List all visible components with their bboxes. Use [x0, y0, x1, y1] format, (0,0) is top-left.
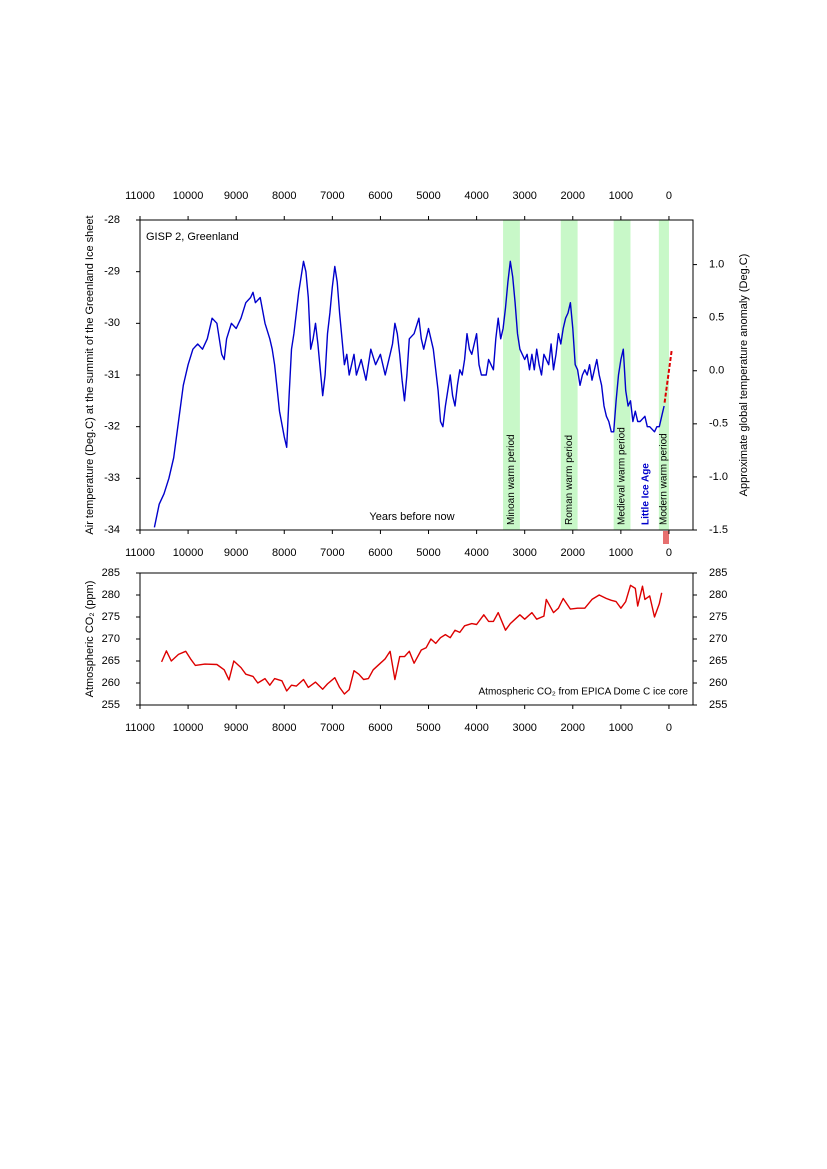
x-tick-label-top: 2000 [561, 190, 585, 202]
data-line [663, 349, 673, 403]
y2-tick-label: 285 [709, 567, 727, 579]
x-tick-label: 10000 [173, 722, 204, 734]
y-tick-label: 265 [102, 655, 120, 667]
x-tick-label: 1000 [609, 547, 633, 559]
x-tick-label: 7000 [320, 547, 344, 559]
modern-marker [663, 531, 669, 544]
x-tick-label: 6000 [368, 722, 392, 734]
x-tick-label: 10000 [173, 547, 204, 559]
x-tick-label: 1000 [609, 722, 633, 734]
y2-tick-label: 0.0 [709, 365, 724, 377]
y2-tick-label: 255 [709, 699, 727, 711]
x-tick-label: 11000 [125, 722, 155, 734]
x-tick-label: 9000 [224, 547, 248, 559]
y-axis-label: Air temperature (Deg.C) at the summit of… [84, 215, 96, 534]
y2-tick-label: 260 [709, 677, 727, 689]
x-tick-label-top: 3000 [512, 190, 536, 202]
y2-tick-label: 275 [709, 611, 727, 623]
y-tick-label: -29 [104, 266, 120, 278]
x-tick-label: 5000 [416, 722, 440, 734]
band-label: Roman warm period [564, 435, 575, 525]
y-tick-label: -32 [104, 421, 120, 433]
y-tick-label: 270 [102, 633, 120, 645]
warm-band [613, 220, 631, 530]
band-label: Medieval warm period [617, 427, 628, 525]
x-tick-label: 3000 [512, 722, 536, 734]
y-tick-label: -28 [104, 214, 120, 226]
x-tick-label: 2000 [561, 722, 585, 734]
x-tick-label: 8000 [272, 722, 296, 734]
annotation: Little Ice Age [641, 463, 652, 525]
y2-tick-label: -1.0 [709, 471, 728, 483]
x-tick-label: 8000 [272, 547, 296, 559]
x-tick-label: 2000 [561, 547, 585, 559]
y2-tick-label: 265 [709, 655, 727, 667]
y-axis-label: Atmospheric CO₂ (ppm) [84, 581, 96, 698]
x-tick-label-top: 5000 [416, 190, 440, 202]
y2-tick-label: 270 [709, 633, 727, 645]
y2-tick-label: -1.5 [709, 524, 728, 536]
y2-tick-label: 280 [709, 589, 727, 601]
annotation: Atmospheric CO₂ from EPICA Dome C ice co… [479, 687, 689, 698]
x-tick-label: 5000 [416, 547, 440, 559]
y-tick-label: -33 [104, 472, 120, 484]
chart-title: GISP 2, Greenland [146, 231, 239, 243]
y-tick-label: -34 [104, 524, 120, 536]
y2-tick-label: 1.0 [709, 258, 724, 270]
y-tick-label: 285 [102, 567, 120, 579]
warm-band [560, 220, 578, 530]
x-tick-label: 7000 [320, 722, 344, 734]
band-label: Modern warm period [659, 433, 670, 525]
bands [503, 220, 669, 530]
warm-band [503, 220, 520, 530]
y2-axis-label: Approximate global temperature anomaly (… [738, 254, 750, 497]
x-tick-label: 3000 [512, 547, 536, 559]
y-tick-label: 255 [102, 699, 120, 711]
x-tick-label-top: 11000 [125, 190, 155, 202]
x-tick-label: 0 [666, 547, 672, 559]
x-tick-label-top: 8000 [272, 190, 296, 202]
x-tick-label: 0 [666, 722, 672, 734]
x-axis-label: Years before now [369, 511, 454, 523]
x-tick-label: 9000 [224, 722, 248, 734]
x-tick-label-top: 4000 [464, 190, 488, 202]
data-line [160, 584, 663, 695]
y-tick-label: -30 [104, 317, 120, 329]
y-tick-label: 275 [102, 611, 120, 623]
x-tick-label-top: 6000 [368, 190, 392, 202]
y-tick-label: -31 [104, 369, 120, 381]
x-tick-label-top: 1000 [609, 190, 633, 202]
data-line [153, 260, 665, 528]
x-tick-label: 6000 [368, 547, 392, 559]
y2-tick-label: 0.5 [709, 312, 724, 324]
x-tick-label: 4000 [464, 722, 488, 734]
band-label: Minoan warm period [506, 434, 517, 525]
x-tick-label: 11000 [125, 547, 155, 559]
x-tick-label-top: 7000 [320, 190, 344, 202]
plot [153, 260, 673, 695]
x-tick-label-top: 10000 [173, 190, 204, 202]
y-tick-label: 280 [102, 589, 120, 601]
warm-band [658, 220, 669, 530]
x-tick-label: 4000 [464, 547, 488, 559]
x-tick-label-top: 0 [666, 190, 672, 202]
y2-tick-label: -0.5 [709, 418, 728, 430]
x-tick-label-top: 9000 [224, 190, 248, 202]
y-tick-label: 260 [102, 677, 120, 689]
